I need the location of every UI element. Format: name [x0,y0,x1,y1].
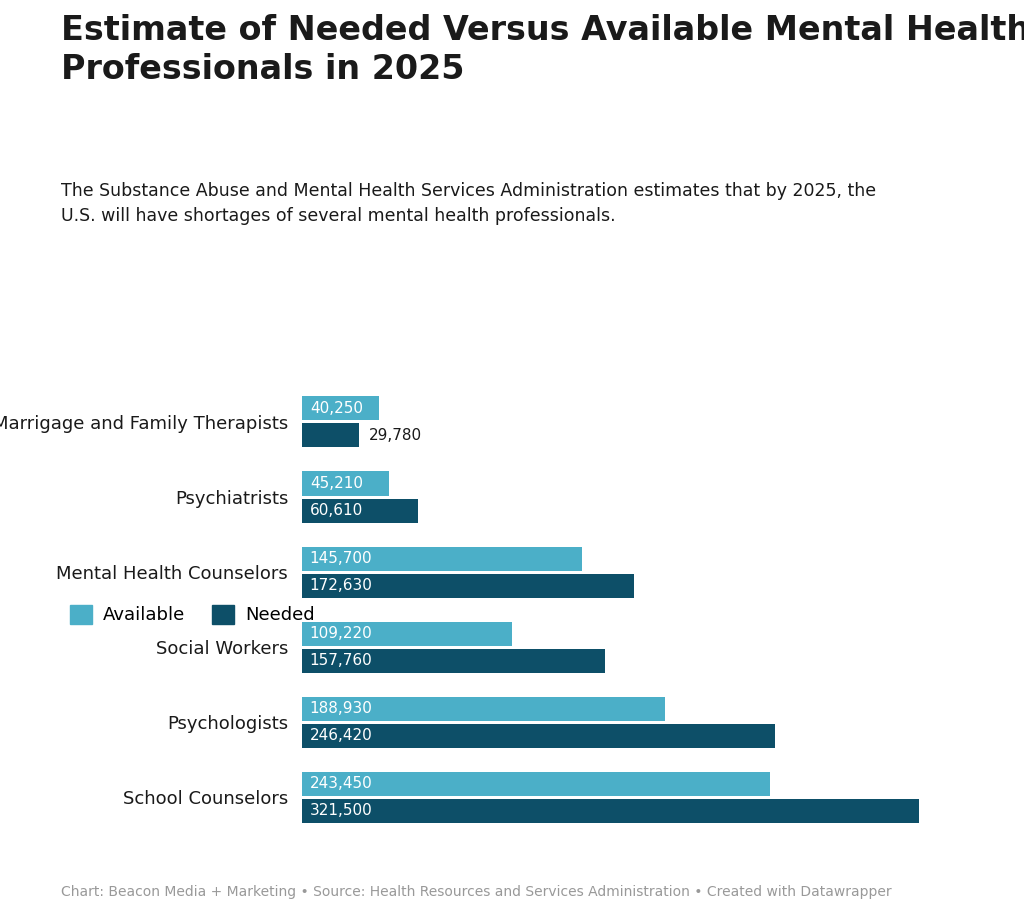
Bar [302,547,582,571]
Bar [302,622,512,646]
Bar [302,499,419,522]
Text: 246,420: 246,420 [309,728,373,743]
Text: 172,630: 172,630 [309,578,373,593]
Bar [302,397,379,420]
Legend: Available, Needed: Available, Needed [71,605,314,624]
Bar [302,772,769,796]
Text: Estimate of Needed Versus Available Mental Health
Professionals in 2025: Estimate of Needed Versus Available Ment… [61,14,1024,86]
Text: Chart: Beacon Media + Marketing • Source: Health Resources and Services Administ: Chart: Beacon Media + Marketing • Source… [61,885,892,899]
Text: The Substance Abuse and Mental Health Services Administration estimates that by : The Substance Abuse and Mental Health Se… [61,182,877,225]
Text: 157,760: 157,760 [309,653,373,668]
Text: 40,250: 40,250 [309,401,362,416]
Text: 145,700: 145,700 [309,551,373,566]
Text: 60,610: 60,610 [309,503,364,518]
Bar [302,471,389,496]
Bar [302,723,775,748]
Text: 45,210: 45,210 [309,476,362,491]
Bar [302,423,359,448]
Bar [302,799,920,823]
Text: 321,500: 321,500 [309,804,373,818]
Text: 243,450: 243,450 [309,776,373,792]
Text: 29,780: 29,780 [369,428,422,443]
Text: 188,930: 188,930 [309,702,373,716]
Bar [302,649,605,672]
Bar [302,573,634,598]
Text: 109,220: 109,220 [309,626,373,642]
Bar [302,697,665,721]
